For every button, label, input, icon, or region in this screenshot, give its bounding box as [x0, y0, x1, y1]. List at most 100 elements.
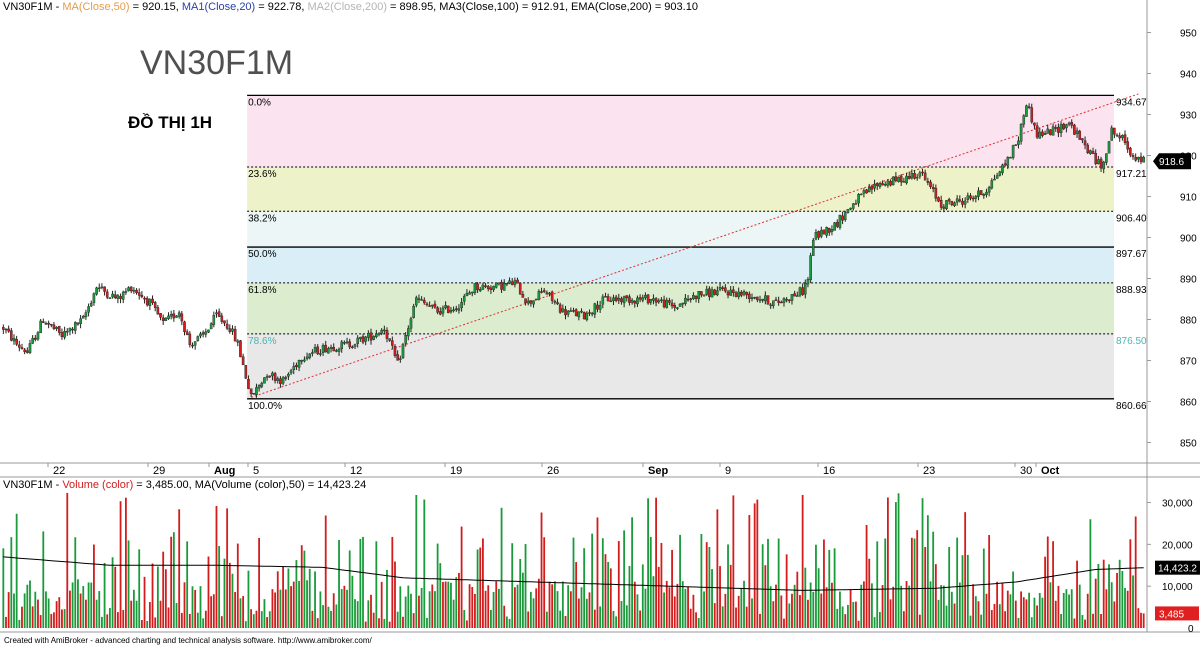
volume-bar [109, 607, 111, 628]
candle [835, 219, 839, 229]
candle-body [849, 207, 852, 210]
candle [167, 312, 170, 320]
candle [377, 332, 381, 337]
candle [180, 310, 184, 326]
candle [388, 338, 391, 342]
candle-body [484, 285, 487, 287]
candle-body [934, 187, 938, 199]
candle [1009, 156, 1012, 159]
volume-bar [727, 544, 729, 628]
volume-bar [412, 613, 415, 628]
candle-body [521, 294, 525, 298]
candle [569, 307, 573, 312]
candle [273, 371, 277, 384]
candle-body [169, 314, 173, 317]
candle [385, 327, 389, 343]
candle [1030, 103, 1034, 124]
candle-body [798, 287, 802, 296]
candle-body [593, 303, 597, 315]
volume-bar [47, 598, 50, 628]
volume-bar [314, 571, 316, 628]
candle-body [1089, 150, 1092, 154]
volume-bar [916, 530, 919, 628]
volume-bar [87, 582, 90, 628]
candle [817, 230, 820, 240]
fib-zone [247, 95, 1115, 167]
candle-body [846, 208, 850, 213]
candle [750, 293, 754, 302]
candle [220, 312, 224, 324]
volume-bar [1009, 594, 1012, 628]
candle [470, 291, 474, 297]
candle-body [204, 331, 208, 335]
volume-ma-tag [1155, 560, 1200, 575]
volume-bar [420, 587, 423, 628]
candle-body [700, 291, 703, 296]
candle [129, 286, 133, 294]
candle [718, 283, 722, 292]
volume-bar [10, 537, 13, 628]
volume-bar [218, 546, 221, 628]
candle-body [332, 346, 336, 352]
candle-body [207, 329, 210, 333]
candle [236, 339, 240, 347]
volume-bar [953, 603, 956, 628]
candle [1003, 159, 1007, 167]
candle-body [550, 291, 554, 301]
candle [28, 339, 32, 355]
candle [806, 276, 810, 288]
candle [1059, 121, 1063, 138]
candle [566, 309, 570, 318]
candle [327, 346, 330, 354]
candle [534, 298, 538, 301]
candle-body [646, 294, 650, 304]
candle [422, 297, 426, 305]
candle-body [865, 189, 868, 194]
volume-bar [335, 604, 338, 628]
volume-bar [633, 581, 636, 628]
volume-bar [423, 499, 426, 628]
candle [295, 362, 298, 371]
candle [63, 326, 66, 340]
candle [532, 300, 535, 308]
candle [364, 335, 367, 346]
candle-body [268, 375, 272, 378]
candle-body [407, 328, 410, 337]
candle [55, 326, 58, 332]
candle-body [489, 287, 493, 290]
volume-bar [13, 593, 15, 628]
volume-bar [551, 584, 554, 628]
candle [116, 293, 120, 304]
volume-bar [1134, 516, 1137, 628]
candle-body [1131, 155, 1135, 157]
candle-body [897, 176, 900, 182]
volume-bar [1017, 617, 1020, 628]
candle-body [963, 200, 967, 205]
candle [851, 202, 855, 211]
candle [151, 295, 154, 305]
candle-body [1102, 161, 1106, 170]
candle-body [23, 349, 26, 353]
candle-body [939, 199, 943, 208]
volume-bar [873, 617, 876, 628]
candle [796, 291, 799, 297]
volume-bar [394, 561, 396, 628]
candle-body [1017, 140, 1020, 145]
candle-body [923, 172, 927, 181]
volume-bar [505, 616, 508, 628]
candle-body [31, 338, 34, 344]
candle [263, 377, 266, 384]
candle [601, 294, 605, 309]
candle [990, 178, 994, 190]
volume-bar [1113, 601, 1116, 628]
candle [574, 308, 578, 317]
candle [356, 335, 359, 348]
candle [39, 319, 42, 334]
candle [961, 198, 964, 208]
volume-bar [418, 595, 420, 628]
candle-body [609, 300, 613, 303]
price-tick-label: 850 [1180, 439, 1197, 450]
candle-body [1091, 151, 1095, 154]
volume-bar [316, 618, 319, 628]
candle [505, 283, 509, 287]
